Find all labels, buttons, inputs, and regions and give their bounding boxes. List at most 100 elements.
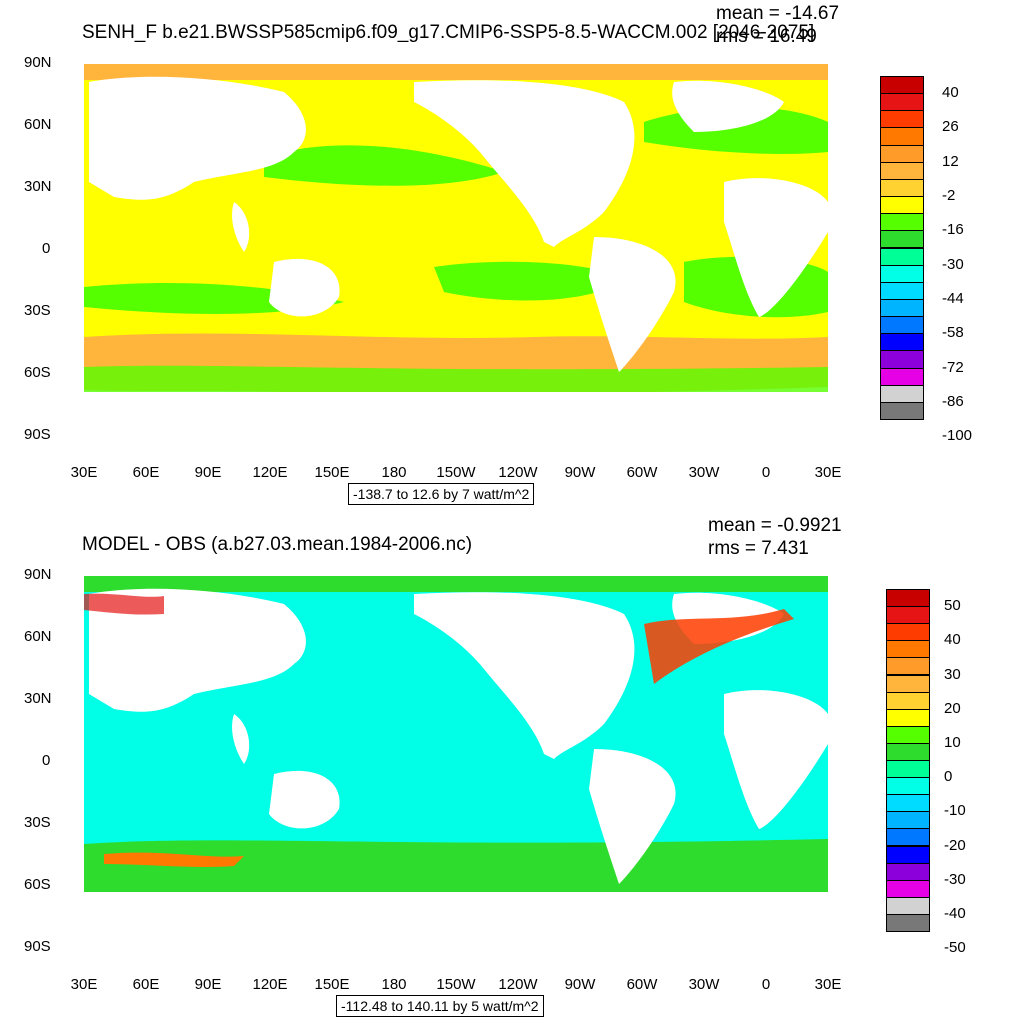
top-lon-label: 30W bbox=[688, 464, 720, 481]
bottom-colorbar-box bbox=[886, 794, 930, 813]
top-colorbar-box bbox=[880, 127, 924, 146]
bottom-colorbar-label: 20 bbox=[944, 699, 961, 717]
top-colorbar-box bbox=[880, 247, 924, 266]
top-colorbar-box bbox=[880, 281, 924, 300]
bottom-lon-label: 30E bbox=[814, 976, 842, 993]
top-colorbar-box bbox=[880, 367, 924, 386]
top-australia bbox=[269, 258, 340, 317]
top-colorbar-box bbox=[880, 316, 924, 335]
bottom-lon-label: 30W bbox=[688, 976, 720, 993]
top-lat-label: 60S bbox=[24, 364, 51, 381]
top-colorbar-box bbox=[880, 230, 924, 249]
bottom-colorbar-box bbox=[886, 845, 930, 864]
bottom-colorbar-box bbox=[886, 862, 930, 881]
top-npac-band bbox=[264, 145, 504, 186]
top-lat-label: 30S bbox=[24, 302, 51, 319]
top-colorbar-label: -58 bbox=[942, 324, 964, 342]
top-colorbar bbox=[880, 76, 924, 420]
bottom-title: MODEL - OBS (a.b27.03.mean.1984-2006.nc) bbox=[82, 534, 473, 555]
top-south-america bbox=[589, 237, 676, 372]
bottom-arctic-anomaly bbox=[84, 593, 164, 615]
bottom-colorbar-label: 50 bbox=[944, 597, 961, 615]
top-lon-label: 150W bbox=[436, 464, 476, 481]
bottom-lat-label: 30N bbox=[24, 690, 52, 707]
bottom-colorbar-box bbox=[886, 760, 930, 779]
top-rms-label: rms = 16.49 bbox=[716, 26, 817, 47]
bottom-colorbar-box bbox=[886, 674, 930, 693]
top-colorbar-label: -72 bbox=[942, 358, 964, 376]
bottom-colorbar-label: -40 bbox=[944, 904, 966, 922]
top-colorbar-box bbox=[880, 264, 924, 283]
bottom-gulf-stream-anomaly bbox=[644, 609, 794, 684]
top-north-america bbox=[414, 80, 635, 248]
bottom-colorbar-label: 0 bbox=[944, 768, 953, 786]
bottom-lon-label: 150W bbox=[436, 976, 476, 993]
bottom-africa bbox=[724, 690, 828, 829]
bottom-colorbar-box bbox=[886, 811, 930, 830]
bottom-lon-label: 90E bbox=[194, 976, 222, 993]
bottom-lat-label: 60N bbox=[24, 628, 52, 645]
bottom-lat-label: 90S bbox=[24, 938, 51, 955]
bottom-colorbar-box bbox=[886, 691, 930, 710]
bottom-mean-label: mean = -0.9921 bbox=[708, 515, 842, 536]
top-colorbar-box bbox=[880, 144, 924, 163]
bottom-colorbar-label: -10 bbox=[944, 802, 966, 820]
bottom-colorbar-box bbox=[886, 606, 930, 625]
bottom-lat-label: 0 bbox=[42, 752, 51, 769]
bottom-colorbar bbox=[886, 589, 930, 932]
top-lon-label: 120E bbox=[252, 464, 288, 481]
bottom-colorbar-box bbox=[886, 589, 930, 608]
bottom-antarctica bbox=[84, 892, 828, 948]
top-range-label: -138.7 to 12.6 by 7 watt/m^2 bbox=[348, 483, 535, 505]
top-lon-label: 90E bbox=[194, 464, 222, 481]
bottom-lon-label: 60E bbox=[132, 976, 160, 993]
top-colorbar-label: -86 bbox=[942, 392, 964, 410]
top-lon-label: 30E bbox=[814, 464, 842, 481]
bottom-colorbar-box bbox=[886, 640, 930, 659]
top-lon-label: 120W bbox=[498, 464, 538, 481]
top-lat-label: 90N bbox=[24, 54, 52, 71]
bottom-colorbar-label: -30 bbox=[944, 870, 966, 888]
top-colorbar-box bbox=[880, 213, 924, 232]
top-lon-label: 30E bbox=[70, 464, 98, 481]
bottom-lon-label: 90W bbox=[564, 976, 596, 993]
top-colorbar-box bbox=[880, 350, 924, 369]
bottom-lon-label: 180 bbox=[381, 976, 407, 993]
top-lon-label: 60E bbox=[132, 464, 160, 481]
top-colorbar-box bbox=[880, 384, 924, 403]
top-lat-label: 90S bbox=[24, 426, 51, 443]
bottom-colorbar-box bbox=[886, 708, 930, 727]
top-colorbar-label: 26 bbox=[942, 118, 959, 136]
top-colorbar-label: 12 bbox=[942, 152, 959, 170]
top-africa bbox=[724, 178, 828, 317]
top-colorbar-box bbox=[880, 401, 924, 420]
bottom-india bbox=[232, 714, 250, 764]
top-colorbar-label: -16 bbox=[942, 221, 964, 239]
top-greenland bbox=[672, 80, 784, 132]
bottom-range-label: -112.48 to 140.11 by 5 watt/m^2 bbox=[336, 995, 544, 1017]
bottom-lat-label: 60S bbox=[24, 876, 51, 893]
top-colorbar-label: -44 bbox=[942, 289, 964, 307]
top-arctic-band bbox=[84, 64, 828, 80]
bottom-arctic-band bbox=[84, 576, 828, 592]
bottom-lon-label: 150E bbox=[314, 976, 350, 993]
bottom-eurasia bbox=[89, 588, 306, 712]
bottom-colorbar-label: 30 bbox=[944, 665, 961, 683]
top-colorbar-box bbox=[880, 93, 924, 112]
bottom-lat-label: 90N bbox=[24, 566, 52, 583]
bottom-colorbar-box bbox=[886, 725, 930, 744]
bottom-colorbar-box bbox=[886, 623, 930, 642]
top-mean-label: mean = -14.67 bbox=[716, 3, 840, 24]
bottom-colorbar-label: -20 bbox=[944, 836, 966, 854]
bottom-lon-label: 60W bbox=[626, 976, 658, 993]
top-lat-label: 0 bbox=[42, 240, 51, 257]
top-india bbox=[232, 202, 250, 252]
bottom-colorbar-box bbox=[886, 913, 930, 932]
top-colorbar-box bbox=[880, 161, 924, 180]
bottom-lon-label: 0 bbox=[761, 976, 771, 993]
top-colorbar-label: -100 bbox=[942, 427, 973, 445]
bottom-panel: MODEL - OBS (a.b27.03.mean.1984-2006.nc)… bbox=[0, 512, 1024, 1024]
bottom-colorbar-label: 40 bbox=[944, 631, 961, 649]
bottom-map-svg bbox=[84, 574, 828, 948]
top-lon-label: 60W bbox=[626, 464, 658, 481]
